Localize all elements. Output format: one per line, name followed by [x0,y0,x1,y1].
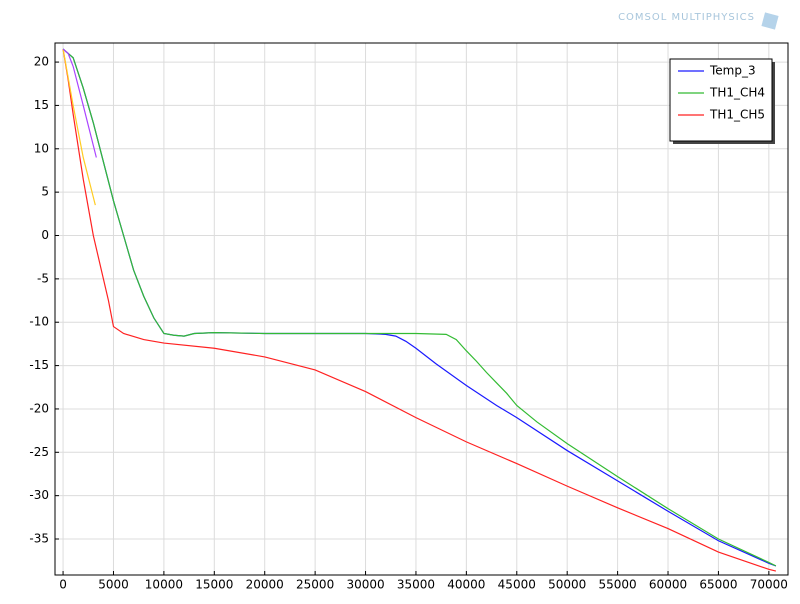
plot-frame [54,42,789,576]
x-tick-label: 65000 [699,578,737,592]
x-tick-label: 15000 [195,578,233,592]
y-tick-label: -25 [29,445,49,459]
x-tick-label: 10000 [145,578,183,592]
y-tick-label: -10 [29,315,49,329]
y-tick-label: -30 [29,488,49,502]
x-tick-label: 35000 [397,578,435,592]
x-tick-label: 50000 [548,578,586,592]
y-tick-label: -15 [29,358,49,372]
logo-cube [761,12,779,30]
line [62,48,96,206]
y-tick-label: 0 [41,228,49,242]
y-tick-label: -35 [29,532,49,546]
line [62,48,777,567]
legend-box [669,58,773,142]
x-tick-label: 40000 [447,578,485,592]
y-tick-label: 10 [34,141,49,155]
legend-label: TH1_CH4 [709,86,765,100]
x-tick-label: 20000 [246,578,284,592]
x-tick-label: 5000 [98,578,129,592]
legend-label: TH1_CH5 [709,108,765,122]
y-tick-label: 15 [34,98,49,112]
x-tick-label: 45000 [498,578,536,592]
x-tick-label: 25000 [296,578,334,592]
watermark: COMSOL MULTIPHYSICS [618,12,755,23]
line [62,48,97,158]
x-tick-label: 60000 [649,578,687,592]
x-tick-label: 0 [59,578,67,592]
line [62,48,777,572]
y-tick-label: 5 [41,185,49,199]
y-tick-label: 20 [34,55,49,69]
x-tick-label: 70000 [750,578,788,592]
x-tick-label: 55000 [599,578,637,592]
y-tick-label: -20 [29,401,49,415]
y-tick-label: -5 [37,271,49,285]
x-tick-label: 30000 [346,578,384,592]
legend-label: Temp_3 [709,64,756,78]
